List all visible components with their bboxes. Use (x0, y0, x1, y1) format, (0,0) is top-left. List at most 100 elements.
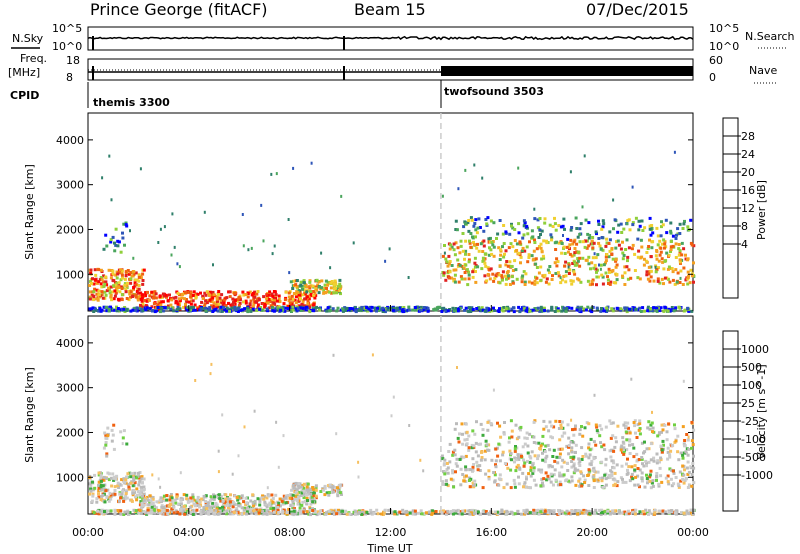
velocity-cell (216, 510, 220, 514)
power-cell (241, 308, 245, 312)
power-cell (146, 290, 149, 294)
power-cell (303, 283, 307, 287)
power-cell (459, 239, 463, 243)
power-cell (206, 299, 210, 303)
power-cell (563, 227, 566, 231)
power-cell (627, 246, 631, 250)
velocity-cell (630, 475, 634, 479)
velocity-cell (637, 458, 641, 461)
power-cell (196, 292, 200, 296)
power-cell (220, 293, 224, 297)
velocity-cell (204, 500, 208, 503)
power-cell (502, 242, 506, 245)
velocity-cell (473, 509, 477, 513)
velocity-cell (471, 457, 475, 461)
power-cell (650, 224, 654, 227)
velocity-cell (369, 511, 373, 515)
power-speck (388, 247, 391, 251)
power-colorbar-label-4: 12 (741, 202, 755, 215)
power-cell (260, 308, 264, 312)
velocity-cell (464, 422, 468, 426)
power-cell (470, 218, 474, 222)
power-cell (526, 260, 530, 264)
power-cell (308, 303, 312, 307)
velocity-cell (555, 455, 559, 459)
velocity-cell (195, 508, 199, 512)
velocity-cell (649, 442, 653, 446)
power-cell (639, 238, 643, 242)
power-speck (599, 267, 602, 271)
velocity-cell (147, 511, 151, 515)
power-cell (625, 222, 629, 226)
power-cell (456, 307, 460, 311)
power-cell (180, 293, 184, 296)
power-cell (572, 270, 576, 274)
power-cell (128, 292, 132, 296)
velocity-cell (282, 498, 286, 501)
power-cell (565, 307, 569, 311)
velocity-colorbar-label-1: 500 (741, 361, 762, 374)
velocity-cell (528, 432, 532, 436)
power-cell (190, 309, 194, 312)
power-cell (170, 298, 174, 302)
power-cell (525, 306, 529, 310)
velocity-cell (594, 508, 598, 512)
velocity-cell (601, 476, 605, 480)
velocity-cell (112, 423, 116, 427)
velocity-cell (139, 511, 143, 515)
velocity-cell (592, 479, 596, 483)
velocity-cell (121, 436, 125, 440)
power-cell (102, 285, 106, 288)
power-cell (648, 216, 652, 220)
velocity-cell (293, 512, 297, 516)
power-cell (670, 267, 674, 271)
velocity-cell (486, 428, 490, 432)
velocity-cell (401, 508, 405, 512)
freq-label-line1: Freq. (20, 52, 47, 65)
power-speck (260, 203, 263, 207)
velocity-cell (670, 484, 674, 488)
power-cell (513, 239, 517, 242)
power-cell (272, 290, 276, 293)
velocity-cell (461, 509, 465, 513)
power-cell (600, 236, 604, 239)
velocity-cell (311, 486, 315, 489)
power-cell (505, 260, 509, 263)
power-cell (174, 299, 178, 303)
velocity-cell (441, 482, 445, 486)
power-cell (246, 306, 249, 310)
velocity-cell (297, 499, 301, 503)
power-cell (472, 240, 475, 244)
velocity-cell (649, 486, 653, 490)
velocity-cell (680, 511, 683, 515)
power-cell (497, 246, 501, 250)
power-cell (504, 249, 508, 253)
power-cell (621, 274, 624, 278)
power-cell (515, 242, 519, 246)
velocity-speck (593, 393, 596, 397)
velocity-cell (107, 499, 111, 503)
power-cell (298, 291, 302, 295)
velocity-cell (498, 510, 502, 514)
velocity-cell (464, 454, 468, 458)
velocity-cell (499, 435, 503, 439)
power-cell (511, 226, 515, 230)
power-cell (497, 273, 501, 277)
power-cell (563, 264, 567, 268)
velocity-cell (613, 445, 617, 449)
velocity-cell (126, 510, 130, 514)
velocity-cell (546, 443, 550, 447)
velocity-cell (112, 478, 116, 482)
velocity-cell (609, 511, 612, 515)
power-cell (468, 239, 471, 243)
velocity-cell (454, 470, 457, 474)
power-cell (592, 266, 596, 270)
velocity-cell (583, 481, 587, 484)
velocity-cell (501, 450, 505, 454)
velocity-cell (308, 488, 312, 492)
velocity-cell (556, 461, 560, 465)
velocity-cell (165, 508, 169, 512)
velocity-cell (683, 468, 686, 472)
power-cell (115, 309, 119, 313)
